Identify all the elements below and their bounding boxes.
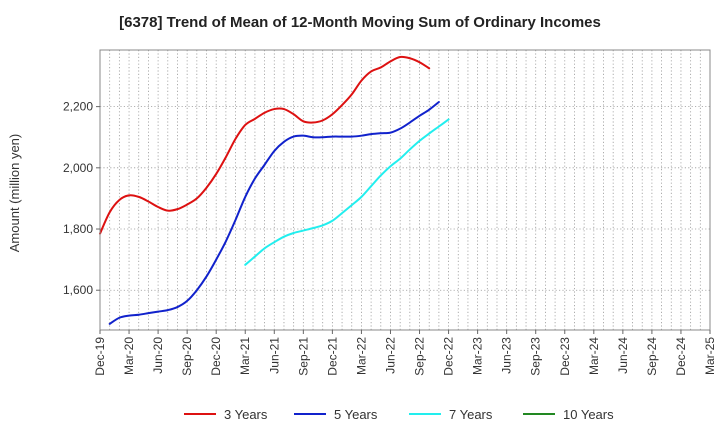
x-tick-label: Jun-22 [383,337,397,374]
plot-frame [99,49,711,331]
x-tick-label: Dec-22 [442,337,456,376]
series-line-5-years [108,101,440,325]
y-axis-label: Amount (million yen) [7,134,22,253]
x-tick-label: Dec-19 [93,337,107,376]
x-tick-label: Mar-23 [471,337,485,375]
x-tick-label: Dec-23 [558,337,572,376]
legend-label: 7 Years [449,407,493,422]
x-tick-label: Jun-24 [616,337,630,374]
x-tick-label: Jun-23 [500,337,514,374]
legend-item-7-years[interactable]: 7 Years [409,407,493,422]
y-tick-label: 2,000 [63,161,93,175]
legend-item-3-years[interactable]: 3 Years [184,407,268,422]
legend-item-10-years[interactable]: 10 Years [523,407,614,422]
legend-label: 10 Years [563,407,614,422]
x-axis: Dec-19 Mar-20 Jun-20 Sep-20 Dec-20 Mar-21 Jun-… [93,330,717,376]
x-tick-label: Mar-21 [238,337,252,375]
x-tick-label: Sep-20 [180,337,194,376]
y-tick-label: 2,200 [63,100,93,114]
x-tick-label: Mar-24 [587,337,601,375]
y-tick-label: 1,800 [63,222,93,236]
chart-title: [6378] Trend of Mean of 12-Month Moving … [119,14,601,31]
x-tick-label: Sep-24 [645,337,659,376]
x-tick-label: Mar-22 [354,337,368,375]
y-axis: 1,600 1,800 2,000 2,200 [63,100,100,297]
series-layer [99,55,450,325]
legend-label: 3 Years [224,407,268,422]
y-tick-label: 1,600 [63,283,93,297]
x-tick-label: Sep-21 [296,337,310,376]
x-tick-label: Mar-25 [703,337,717,375]
x-tick-label: Dec-21 [325,337,339,376]
x-tick-label: Dec-20 [209,337,223,376]
x-tick-label: Dec-24 [674,337,688,376]
x-tick-label: Jun-21 [267,337,281,374]
series-line-7-years [244,118,450,266]
series-line-3-years [99,55,431,235]
x-tick-label: Sep-23 [529,337,543,376]
legend[interactable]: 3 Years 5 Years 7 Years 10 Years [184,407,614,422]
x-tick-label: Mar-20 [122,337,136,375]
legend-item-5-years[interactable]: 5 Years [294,407,378,422]
x-tick-label: Sep-22 [413,337,427,376]
legend-label: 5 Years [334,407,378,422]
grid-layer [100,50,710,330]
x-tick-label: Jun-20 [151,337,165,374]
